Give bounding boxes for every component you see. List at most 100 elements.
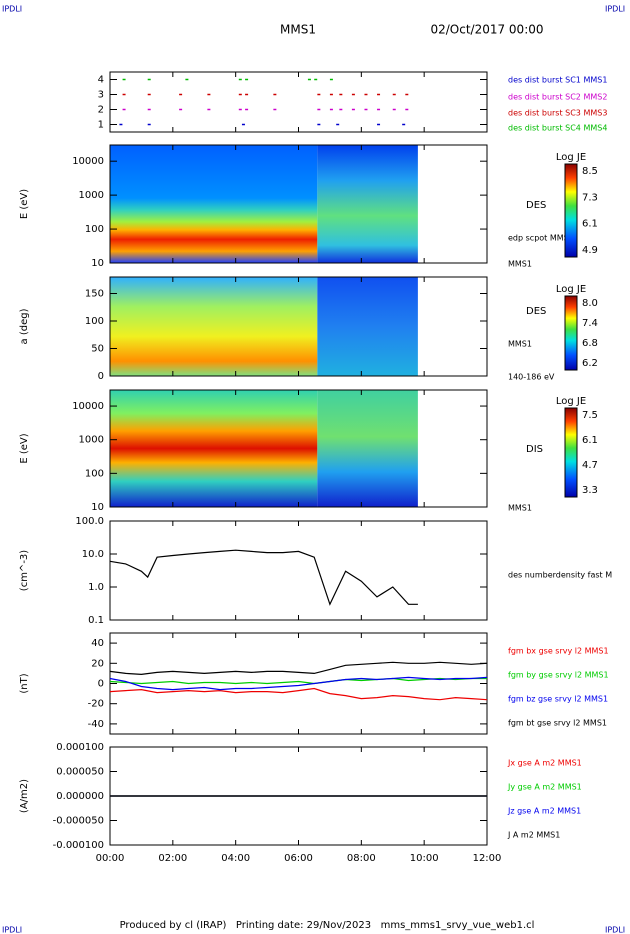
y-tick-label: 10000 (72, 401, 104, 412)
side-label: DIS (526, 444, 543, 455)
y-tick-label: 10 (91, 258, 104, 269)
y-tick-label: 50 (91, 344, 104, 355)
chart-title: MMS1 (280, 23, 316, 37)
corner-mark: IPDLI (605, 5, 625, 14)
y-axis-label: a (deg) (19, 308, 30, 344)
corner-mark: IPDLI (2, 926, 22, 934)
y-tick-label: 100 (85, 468, 104, 479)
y-axis-label: (nT) (19, 673, 30, 693)
legend-entry: des dist burst SC2 MMS2 (508, 93, 607, 102)
y-tick-label: -20 (88, 699, 104, 710)
y-tick-label: 20 (91, 658, 104, 669)
legend-entry: Jx gse A m2 MMS1 (507, 759, 582, 768)
colorbar-tick-label: 3.3 (582, 485, 598, 496)
y-tick-label: 2 (98, 105, 104, 116)
y-tick-label: 100 (85, 316, 104, 327)
side-label: MMS1 (508, 340, 532, 349)
y-axis-label: E (eV) (19, 433, 30, 463)
colorbar-title: Log JE (556, 396, 586, 407)
colorbar-tick-label: 8.0 (582, 298, 598, 309)
y-tick-label: 0 (98, 679, 104, 690)
colorbar-title: Log JE (556, 152, 586, 163)
y-tick-label: 0 (98, 371, 104, 382)
footer-text: Produced by cl (IRAP) Printing date: 29/… (120, 920, 535, 931)
y-tick-label: 1.0 (88, 582, 104, 593)
colorbar-tick-label: 7.5 (582, 410, 598, 421)
data-line (109, 549, 418, 606)
legend-entry: J A m2 MMS1 (507, 831, 560, 840)
x-tick-label: 12:00 (473, 853, 502, 864)
corner-mark: IPDLI (2, 5, 22, 14)
data-line (109, 676, 488, 691)
panel-frame (109, 632, 488, 735)
x-tick-label: 08:00 (347, 853, 376, 864)
y-tick-label: 1000 (79, 190, 104, 201)
legend-entry: fgm bt gse srvy l2 MMS1 (508, 719, 607, 728)
x-tick-label: 02:00 (158, 853, 187, 864)
colorbar-title: Log JE (556, 284, 586, 295)
colorbar (564, 163, 578, 258)
y-tick-label: 10 (91, 502, 104, 513)
legend-entry: Jz gse A m2 MMS1 (507, 807, 581, 816)
spectrogram-image (110, 390, 318, 507)
x-tick-label: 06:00 (284, 853, 313, 864)
spectrogram-image (110, 145, 318, 263)
spectrogram-image (317, 277, 418, 376)
side-label: MMS1 (508, 260, 532, 269)
y-axis-label: E (eV) (19, 189, 30, 219)
colorbar (564, 407, 578, 498)
side-label: MMS1 (508, 504, 532, 513)
y-tick-label: 100.0 (75, 516, 104, 527)
side-label: DES (526, 306, 546, 317)
y-axis-label: (cm^-3) (19, 550, 30, 591)
panel-frame (109, 520, 488, 621)
data-line (109, 661, 488, 676)
side-label: 140-186 eV (508, 373, 555, 382)
legend-entry: fgm bz gse srvy l2 MMS1 (508, 695, 608, 704)
y-tick-label: 1 (98, 120, 104, 131)
y-tick-label: 10000 (72, 156, 104, 167)
y-tick-label: 3 (98, 90, 104, 101)
legend-entry: des dist burst SC4 MMS4 (508, 124, 607, 133)
legend-entry: Jy gse A m2 MMS1 (507, 783, 582, 792)
chart-date: 02/Oct/2017 00:00 (430, 23, 543, 37)
y-tick-label: -40 (88, 719, 104, 730)
y-tick-label: 0.000100 (56, 742, 104, 753)
y-tick-label: 40 (91, 638, 104, 649)
y-tick-label: 1000 (79, 435, 104, 446)
data-line (109, 677, 487, 685)
legend-entry: fgm by gse srvy l2 MMS1 (508, 671, 609, 680)
colorbar-tick-label: 4.7 (582, 460, 598, 471)
y-tick-label: 0.000050 (56, 767, 104, 778)
y-tick-label: -0.000050 (53, 816, 104, 827)
colorbar-tick-label: 6.2 (582, 358, 598, 369)
y-tick-label: 100 (85, 224, 104, 235)
x-tick-label: 00:00 (96, 853, 125, 864)
colorbar-tick-label: 7.4 (582, 318, 598, 329)
y-tick-label: 0.000000 (56, 791, 104, 802)
colorbar (564, 295, 578, 371)
spectrogram-image (317, 145, 418, 263)
spectrogram-image (110, 277, 318, 376)
y-axis-label: (A/m2) (19, 779, 30, 813)
legend-entry: des dist burst SC3 MMS3 (508, 109, 607, 118)
y-tick-label: 0.1 (88, 615, 104, 626)
colorbar-tick-label: 8.5 (582, 166, 598, 177)
x-tick-label: 10:00 (410, 853, 439, 864)
y-tick-label: 150 (85, 289, 104, 300)
y-tick-label: 10.0 (82, 549, 104, 560)
legend-entry: des numberdensity fast M (508, 571, 612, 580)
colorbar-tick-label: 6.8 (582, 338, 598, 349)
spectrogram-image (317, 390, 418, 507)
legend-entry: des dist burst SC1 MMS1 (508, 76, 607, 85)
side-label: edp scpot MMS1 (508, 234, 574, 243)
colorbar-tick-label: 6.1 (582, 219, 598, 230)
data-line (109, 687, 488, 701)
side-label: DES (526, 200, 546, 211)
panel-frame (109, 71, 488, 133)
colorbar-tick-label: 7.3 (582, 192, 598, 203)
corner-mark: IPDLI (605, 926, 625, 934)
colorbar-tick-label: 4.9 (582, 245, 598, 256)
x-tick-label: 04:00 (221, 853, 250, 864)
